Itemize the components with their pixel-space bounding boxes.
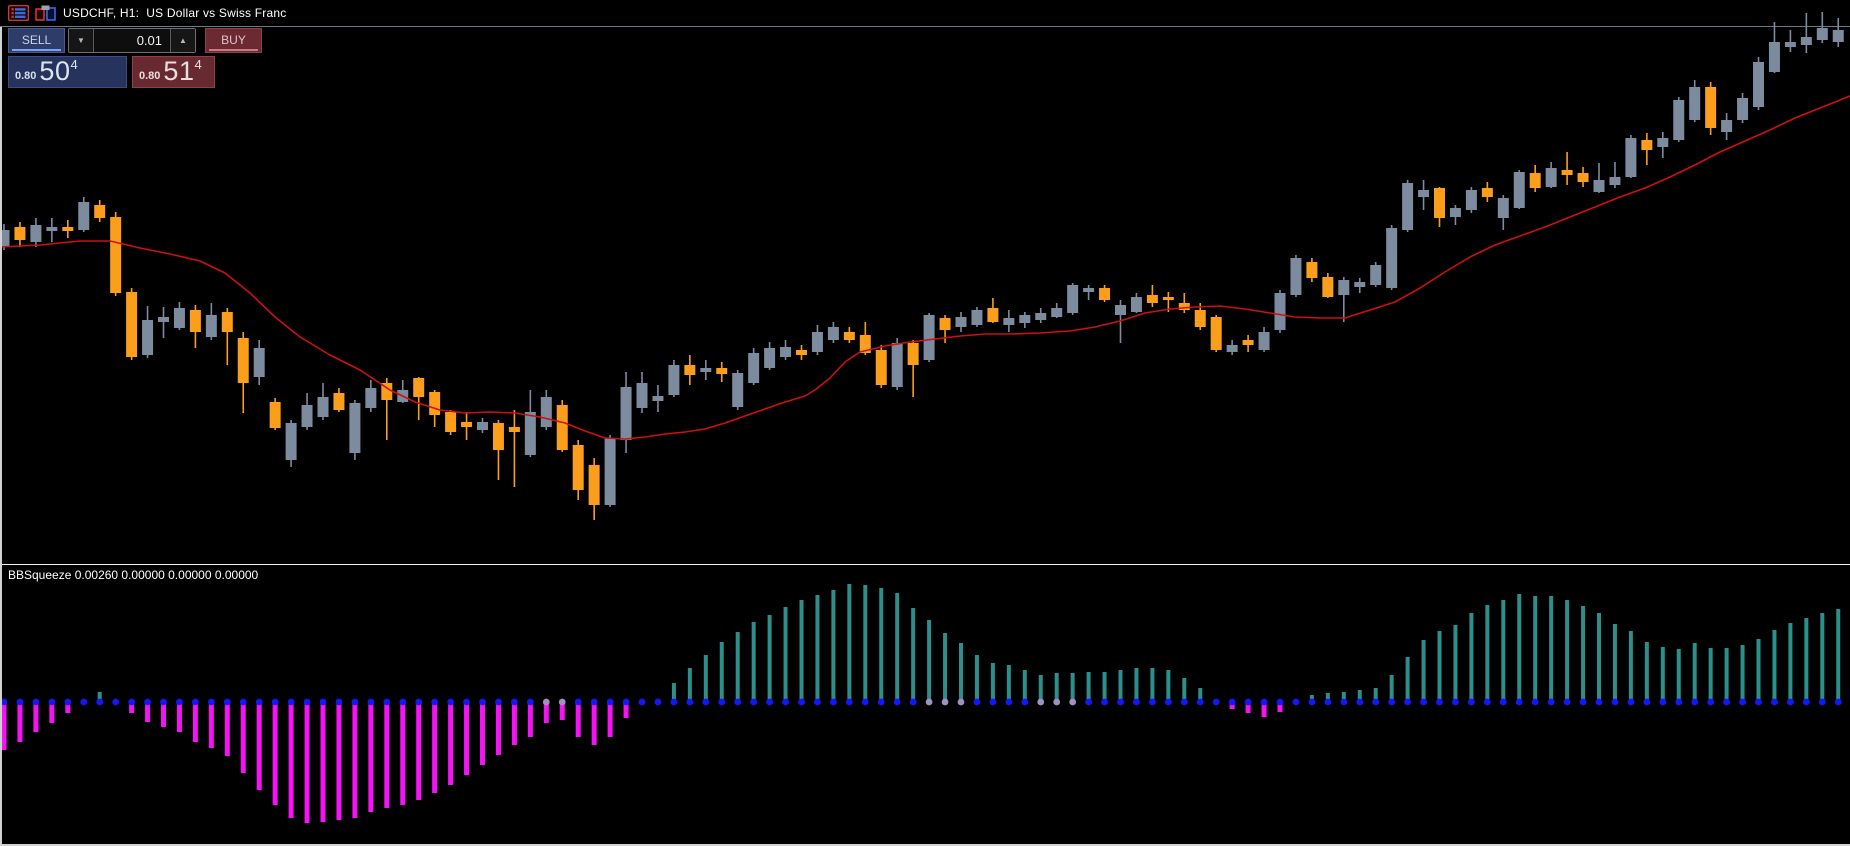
chart-titlebar: USDCHF, H1: US Dollar vs Swiss Franc [0, 0, 1850, 26]
indicator-label: BBSqueeze 0.00260 0.00000 0.00000 0.0000… [8, 568, 259, 582]
sell-underline [12, 49, 61, 51]
volume-input[interactable]: 0.01 [136, 33, 162, 48]
window-border-bottom [0, 844, 1850, 846]
chevron-up-icon: ▲ [179, 36, 187, 45]
buy-button-label: BUY [221, 33, 246, 47]
volume-stepper: ▼ 0.01 ▲ [68, 28, 196, 53]
buy-price-prefix: 0.80 [139, 70, 161, 82]
sell-price-main: 50 [39, 56, 71, 86]
market-watch-icon [8, 5, 29, 21]
chevron-down-icon: ▼ [77, 36, 85, 45]
buy-price-pip: 4 [194, 57, 202, 72]
sell-price-prefix: 0.80 [15, 70, 37, 82]
sell-button[interactable]: SELL [8, 28, 65, 53]
buy-price-main: 51 [163, 56, 195, 86]
buy-underline [209, 49, 258, 51]
sell-price-button[interactable]: 0.80 50 4 [8, 56, 127, 88]
sell-button-label: SELL [21, 33, 52, 47]
volume-increase-button[interactable]: ▲ [170, 29, 195, 52]
buy-button[interactable]: BUY [205, 28, 262, 53]
sell-price-pip: 4 [70, 57, 78, 72]
chart-title: USDCHF, H1: US Dollar vs Swiss Franc [63, 6, 287, 20]
chart-symbol-icon [35, 5, 56, 21]
window-border-left [0, 27, 2, 846]
buy-price-button[interactable]: 0.80 51 4 [132, 56, 215, 88]
volume-decrease-button[interactable]: ▼ [69, 29, 94, 52]
